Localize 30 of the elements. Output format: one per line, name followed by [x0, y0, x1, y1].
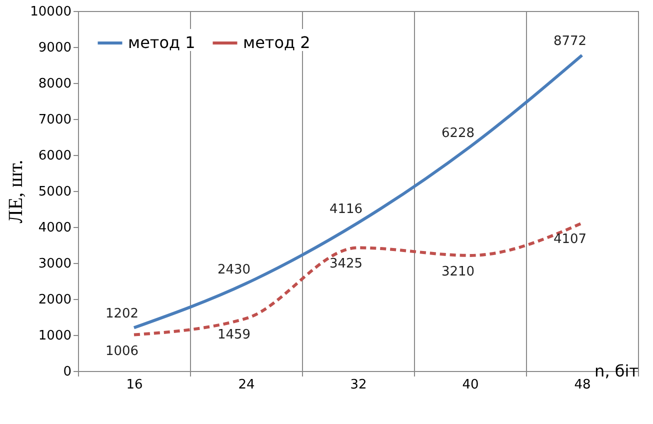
y-tick-label: 5000: [38, 184, 72, 200]
data-label: 2430: [217, 262, 251, 278]
legend-label: метод 1: [128, 33, 196, 52]
y-tick-label: 0: [63, 364, 72, 380]
y-tick-label: 1000: [38, 328, 72, 344]
data-label: 4116: [329, 202, 363, 217]
x-tick-label: 32: [350, 378, 367, 392]
data-label: 1459: [217, 327, 251, 342]
x-tick-label: 40: [462, 378, 479, 392]
legend-label: метод 2: [243, 33, 310, 52]
y-tick-label: 8000: [38, 76, 72, 92]
y-tick-label: 3000: [38, 256, 72, 272]
y-tick-label: 10000: [30, 4, 72, 20]
x-tick-label: 16: [126, 378, 143, 392]
data-label: 1202: [105, 306, 139, 322]
y-axis-title: ЛЕ, шт.: [5, 160, 28, 224]
x-tick-label: 48: [574, 378, 591, 392]
x-tick-label: 24: [238, 378, 255, 392]
data-label: 3425: [329, 256, 363, 272]
y-tick-label: 9000: [38, 40, 72, 56]
y-tick-label: 2000: [38, 292, 72, 308]
y-tick-label: 4000: [38, 220, 72, 236]
data-label: 1006: [105, 344, 139, 359]
y-tick-label: 7000: [38, 112, 72, 128]
y-tick-label: 6000: [38, 148, 72, 164]
x-axis-title: n, біт: [594, 362, 638, 380]
data-label: 8772: [553, 34, 587, 50]
data-label: 4107: [553, 232, 587, 248]
data-label: 3210: [441, 264, 475, 280]
data-label: 6228: [441, 126, 475, 141]
